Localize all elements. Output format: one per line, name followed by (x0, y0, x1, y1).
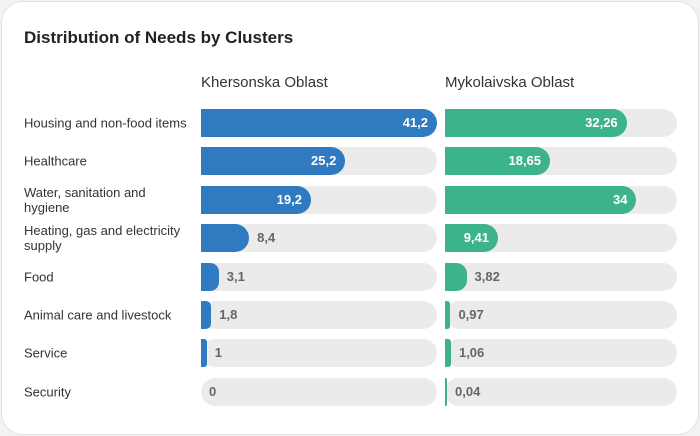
value-label: 3,1 (226, 268, 245, 284)
bar-track: 3,82 (445, 262, 677, 291)
bar (445, 301, 451, 329)
category-label: Heating, gas and electricity supply (24, 223, 181, 254)
bar (201, 147, 346, 176)
category-label: Security (24, 384, 71, 400)
bar-track: 25,2 (201, 147, 437, 176)
value-label: 3,82 (474, 268, 500, 284)
bar (201, 262, 219, 291)
bar (201, 339, 207, 368)
chart-title: Distribution of Needs by Clusters (24, 28, 294, 47)
legend-entry: Mykolaivska Oblast (445, 74, 575, 91)
bar-track: 32,26 (445, 109, 677, 137)
bar (445, 109, 627, 137)
bar (201, 109, 437, 137)
value-label: 0 (209, 383, 217, 399)
bar (445, 185, 637, 214)
bar-track: 0,97 (445, 301, 677, 329)
bar-track: 1 (201, 339, 437, 368)
bar (445, 262, 467, 291)
value-label: 0,04 (455, 383, 481, 399)
bar-track: 0 (201, 377, 437, 406)
value-label: 32,26 (585, 115, 618, 130)
bar (201, 224, 250, 253)
value-label: 1,8 (219, 307, 238, 322)
value-label: 1 (214, 345, 222, 361)
category-label: Animal care and livestock (24, 307, 172, 323)
value-label: 25,2 (311, 153, 337, 169)
value-label: 19,2 (276, 191, 302, 207)
legend-entry: Khersonska Oblast (201, 74, 328, 91)
bar-track: 1,06 (445, 339, 677, 368)
value-label: 34 (613, 191, 628, 207)
category-label: Food (24, 269, 54, 285)
bar (201, 301, 212, 329)
bar-track: 0,04 (445, 377, 677, 406)
value-label: 9,41 (463, 230, 489, 246)
bar-track: 3,1 (201, 262, 437, 291)
value-label: 8,4 (257, 230, 276, 246)
bar (445, 147, 551, 176)
category-label: Healthcare (24, 153, 87, 169)
category-label: Service (24, 345, 68, 361)
bar (445, 339, 451, 368)
bar (445, 377, 447, 406)
bar (201, 185, 311, 214)
bar-track: 1,8 (201, 301, 437, 329)
category-label: Housing and non-food items (24, 115, 187, 131)
bar-track: 41,2 (201, 109, 437, 137)
bar-track: 34 (445, 185, 677, 214)
bar-track: 9,41 (445, 224, 677, 253)
value-label: 1,06 (458, 345, 485, 361)
bar-track: 8,4 (201, 224, 437, 253)
bar-track: 18,65 (445, 147, 677, 176)
bar-track: 19,2 (201, 185, 437, 214)
value-label: 0,97 (458, 307, 484, 322)
value-label: 18,65 (508, 153, 542, 169)
category-label: Water, sanitation and hygiene (24, 184, 146, 215)
value-label: 41,2 (402, 115, 428, 130)
bar (445, 224, 498, 253)
